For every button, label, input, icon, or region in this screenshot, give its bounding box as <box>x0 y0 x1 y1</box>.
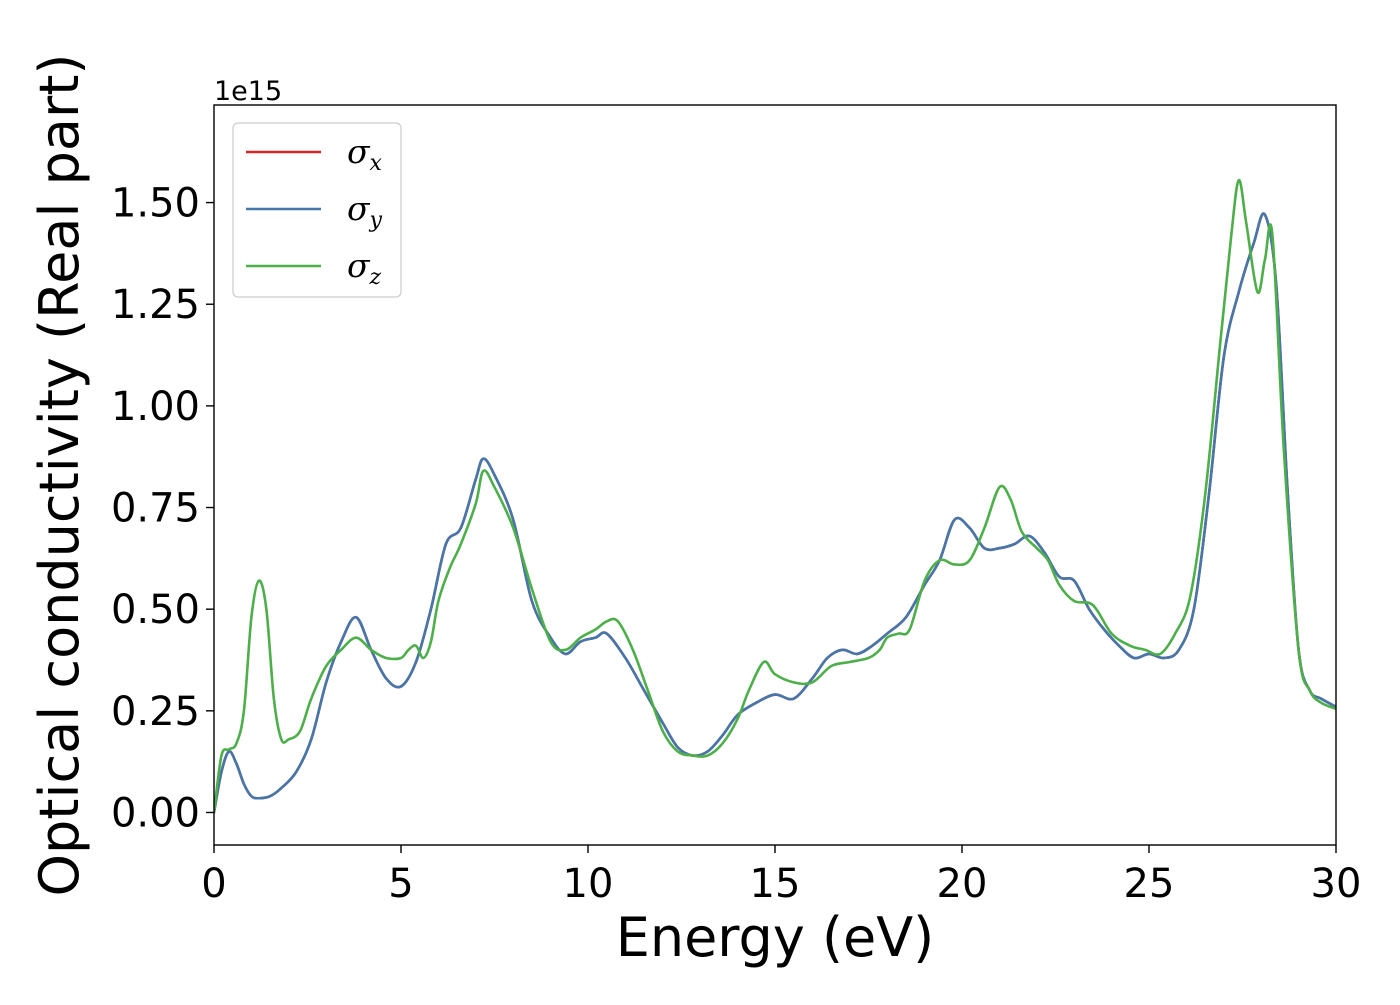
y-tick-label: 1.00 <box>111 384 200 430</box>
legend-label-y: σy <box>347 189 383 233</box>
x-axis-label: Energy (eV) <box>616 906 935 969</box>
legend: σx σy σz <box>232 122 402 298</box>
legend-label-z: σz <box>347 246 382 290</box>
y-tick-label: 1.25 <box>111 282 200 328</box>
y-tick-label: 0.50 <box>111 587 200 633</box>
y-axis: 0.00 0.25 0.50 0.75 1.00 1.25 1.50 <box>111 181 214 836</box>
x-tick-label: 15 <box>750 861 801 907</box>
y-tick-label: 1.50 <box>111 181 200 227</box>
series-line-y <box>214 212 1336 814</box>
y-axis-label: Optical conductivity (Real part) <box>28 54 91 897</box>
x-tick-label: 25 <box>1124 861 1175 907</box>
y-tick-label: 0.75 <box>111 486 200 532</box>
series-line-x <box>214 212 1336 814</box>
y-tick-label: 0.00 <box>111 790 200 836</box>
legend-label-x: σx <box>347 132 383 176</box>
x-tick-label: 10 <box>563 861 614 907</box>
x-tick-label: 30 <box>1311 861 1362 907</box>
x-tick-label: 0 <box>201 861 226 907</box>
y-tick-label: 0.25 <box>111 689 200 735</box>
x-axis: 0 5 10 15 20 25 30 <box>201 845 1361 907</box>
x-tick-label: 20 <box>937 861 988 907</box>
x-tick-label: 5 <box>388 861 413 907</box>
series-layer <box>214 178 1336 814</box>
series-line-z <box>214 178 1336 814</box>
y-offset-label: 1e15 <box>214 76 282 107</box>
